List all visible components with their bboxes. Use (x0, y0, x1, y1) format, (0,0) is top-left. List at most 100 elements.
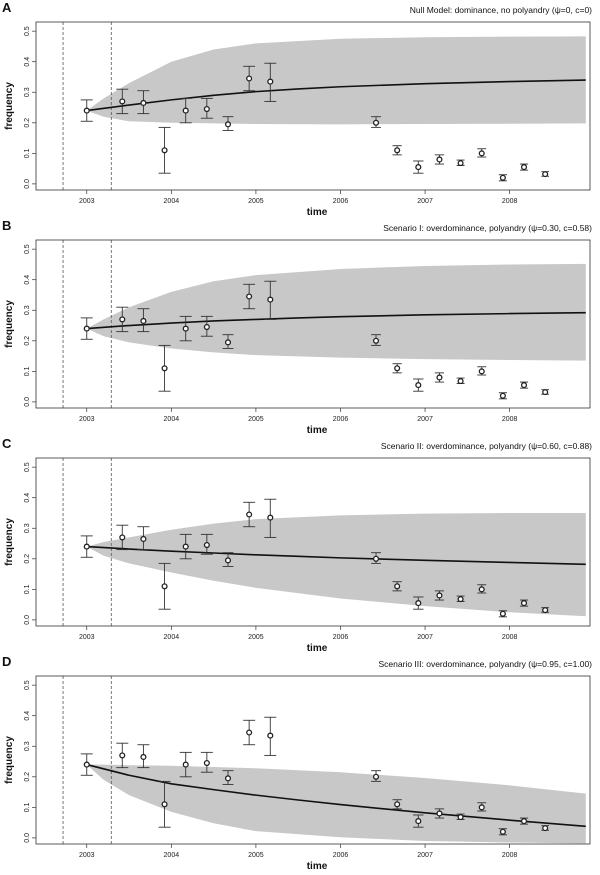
data-point (499, 174, 506, 181)
data-point (140, 753, 147, 760)
observation-11 (392, 581, 402, 592)
data-point (246, 293, 253, 300)
observation-18 (541, 607, 549, 614)
observation-15 (477, 584, 487, 594)
panel-letter: C (2, 436, 12, 451)
x-tick-label: 2006 (333, 198, 349, 205)
y-tick-label: 0.5 (24, 244, 31, 254)
observation-7 (222, 334, 234, 349)
y-axis-title: frequency (4, 518, 15, 566)
observation-1 (80, 535, 93, 558)
observation-4 (158, 126, 171, 174)
data-point (119, 316, 126, 323)
observation-12 (413, 814, 424, 828)
plot-frame (35, 239, 591, 409)
data-point (436, 592, 443, 599)
chart-panel-c: C Scenario II: overdominance, polyandry (… (2, 436, 592, 654)
x-tick-label: 2006 (333, 634, 349, 641)
observation-18 (541, 825, 549, 832)
y-tick-label: 0.0 (24, 179, 31, 189)
y-tick-label: 0.3 (24, 87, 31, 97)
x-tick-label: 2005 (248, 416, 264, 423)
data-point (161, 147, 168, 154)
x-tick-label: 2003 (79, 852, 95, 859)
x-tick-label: 2006 (333, 852, 349, 859)
observation-15 (477, 802, 487, 812)
observation-18 (541, 171, 549, 178)
y-tick-label: 0.5 (24, 462, 31, 472)
data-point (542, 171, 549, 178)
x-axis-title: time (307, 207, 328, 218)
data-point (203, 542, 210, 549)
observation-10 (371, 552, 381, 564)
data-point (372, 555, 380, 562)
data-point (457, 814, 464, 821)
x-tick-label: 2006 (333, 416, 349, 423)
data-point (542, 825, 549, 832)
data-point (499, 392, 506, 399)
observation-10 (371, 334, 381, 346)
observation-12 (413, 160, 424, 174)
x-tick-label: 2005 (248, 198, 264, 205)
y-tick-label: 0.2 (24, 772, 31, 782)
data-point (182, 761, 189, 768)
panel-title: Null Model: dominance, no polyandry (ψ=0… (410, 5, 592, 15)
y-axis-title: frequency (4, 300, 15, 348)
data-point (520, 164, 528, 171)
data-point (83, 107, 90, 114)
observation-9 (264, 280, 277, 320)
observation-2 (116, 88, 129, 115)
model-line (86, 311, 586, 330)
x-tick-label: 2003 (79, 634, 95, 641)
data-point (542, 389, 549, 396)
data-point (478, 150, 485, 157)
plot-frame (35, 675, 591, 845)
data-point (394, 583, 401, 590)
data-point (372, 773, 380, 780)
observation-16 (498, 174, 507, 182)
observation-1 (80, 99, 93, 122)
y-tick-label: 0.2 (24, 554, 31, 564)
y-tick-label: 0.0 (24, 833, 31, 843)
observation-4 (158, 344, 171, 392)
panel-title: Scenario II: overdominance, polyandry (ψ… (381, 441, 592, 451)
observation-8 (243, 719, 256, 746)
x-tick-label: 2008 (502, 198, 518, 205)
observation-4 (158, 562, 171, 610)
x-tick-label: 2003 (79, 198, 95, 205)
panel-title: Scenario I: overdominance, polyandry (ψ=… (383, 223, 592, 233)
x-tick-label: 2004 (164, 852, 180, 859)
observation-12 (413, 596, 424, 610)
observation-2 (116, 306, 129, 333)
observation-13 (434, 590, 445, 601)
data-point (119, 534, 126, 541)
observation-5 (179, 751, 192, 778)
data-point (267, 78, 274, 85)
chart-panel-a: A Null Model: dominance, no polyandry (ψ=… (2, 0, 592, 218)
data-point (140, 99, 147, 106)
panel-letter: B (2, 218, 11, 233)
observation-14 (456, 595, 465, 603)
observation-8 (243, 283, 256, 310)
observation-3 (137, 526, 150, 551)
data-point (415, 164, 422, 171)
observation-9 (264, 498, 277, 538)
y-tick-label: 0.0 (24, 397, 31, 407)
observation-11 (392, 799, 402, 810)
data-point (224, 339, 232, 346)
observation-17 (519, 817, 529, 825)
data-point (140, 317, 147, 324)
data-point (415, 382, 422, 389)
x-tick-label: 2007 (417, 634, 433, 641)
observation-16 (498, 828, 507, 836)
model-line (86, 79, 586, 112)
x-tick-label: 2004 (164, 634, 180, 641)
data-point (119, 752, 126, 759)
observation-10 (371, 116, 381, 128)
observation-14 (456, 159, 465, 167)
data-point (457, 378, 464, 385)
observation-17 (519, 163, 529, 171)
data-point (140, 535, 147, 542)
data-point (161, 365, 168, 372)
y-tick-label: 0.4 (24, 275, 31, 285)
